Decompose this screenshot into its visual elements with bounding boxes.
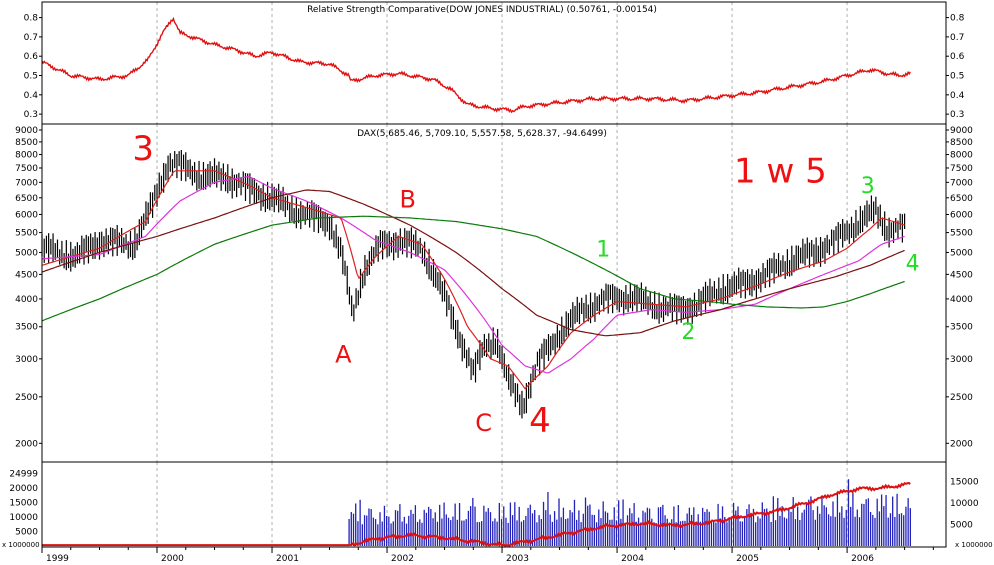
- wave-label: 2: [681, 320, 695, 345]
- rsc-title: Relative Strength Comparative(DOW JONES …: [307, 5, 657, 15]
- rsc-y-tick-right: 0.3: [950, 110, 964, 120]
- dax-y-tick-left: 4500: [15, 270, 38, 280]
- dax-y-tick-right: 6000: [950, 210, 973, 220]
- dax-y-tick-right: 2500: [950, 393, 973, 403]
- volume-y-tick-right: 10000: [950, 499, 979, 509]
- rsc-y-tick-left: 0.6: [24, 52, 39, 62]
- volume-scale-label-left: x 1000000: [2, 541, 40, 549]
- dax-y-tick-left: 3500: [15, 323, 38, 333]
- dax-y-tick-right: 5500: [950, 229, 973, 239]
- dax-y-tick-right: 3000: [950, 355, 973, 365]
- dax-moving-average-3: [41, 189, 905, 337]
- rsc-y-tick-right: 0.4: [950, 91, 965, 101]
- x-tick-label: 2004: [621, 554, 644, 564]
- rsc-y-tick-left: 0.3: [24, 110, 38, 120]
- dax-y-tick-left: 5500: [15, 229, 38, 239]
- dax-y-tick-left: 2500: [15, 393, 38, 403]
- volume-y-tick-left: 15000: [9, 499, 38, 509]
- rsc-y-tick-left: 0.4: [24, 91, 39, 101]
- rsc-y-tick-left: 0.7: [24, 33, 38, 43]
- rsc-y-tick-right: 0.5: [950, 72, 964, 82]
- dax-y-tick-left: 6000: [15, 210, 38, 220]
- wave-label: 3: [132, 129, 154, 169]
- volume-y-tick-right: 5000: [950, 521, 973, 531]
- dax-y-tick-right: 4500: [950, 270, 973, 280]
- wave-label: C: [475, 409, 492, 437]
- x-tick-label: 2000: [161, 554, 184, 564]
- rsc-y-tick-right: 0.6: [950, 52, 965, 62]
- volume-y-tick-right: 15000: [950, 478, 979, 488]
- dax-y-tick-left: 8000: [15, 151, 38, 161]
- panel-frames: [39, 1, 949, 553]
- dax-y-tick-right: 7500: [950, 164, 973, 174]
- dax-title: DAX(5,685.46, 5,709.10, 5,557.58, 5,628.…: [357, 129, 607, 139]
- rsc-y-tick-right: 0.8: [950, 14, 965, 24]
- volume-y-tick-left: 10000: [9, 513, 38, 523]
- volume-scale-label-right: x 1000000: [955, 541, 993, 549]
- x-tick-label: 1999: [46, 554, 69, 564]
- dax-y-tick-right: 7000: [950, 178, 973, 188]
- dax-y-tick-left: 9000: [15, 126, 38, 136]
- dax-y-tick-right: 3500: [950, 323, 973, 333]
- dax-y-tick-left: 2000: [15, 439, 38, 449]
- wave-label: B: [400, 186, 416, 214]
- dax-moving-average-1: [41, 170, 905, 390]
- dax-y-tick-left: 5000: [15, 248, 38, 258]
- dax-moving-average-2: [41, 175, 905, 374]
- volume-average-line: [42, 481, 911, 548]
- wave-label: 1: [596, 238, 610, 263]
- dax-y-tick-right: 8500: [950, 138, 973, 148]
- dax-y-tick-left: 3000: [15, 355, 38, 365]
- dax-y-tick-right: 4000: [950, 295, 973, 305]
- dax-moving-average-4: [41, 215, 905, 322]
- dax-y-tick-right: 5000: [950, 248, 973, 258]
- rsc-y-tick-left: 0.8: [24, 14, 39, 24]
- data-layer: [41, 16, 911, 548]
- volume-y-tick-left: 5000: [15, 528, 38, 538]
- volume-y-tick-left: 24999: [9, 470, 38, 480]
- dax-y-tick-left: 4000: [15, 295, 38, 305]
- rsc-y-tick-right: 0.7: [950, 33, 964, 43]
- rsc-series-line: [41, 16, 911, 114]
- dax-y-tick-right: 9000: [950, 126, 973, 136]
- x-tick-label: 2005: [736, 554, 759, 564]
- tick-labels: 1999 2000 2001 2002 2003 2004 2005 2006 0.8 0.8 0.…: [9, 14, 979, 564]
- volume-y-tick-left: 20000: [9, 484, 38, 494]
- wave-label: 4: [529, 401, 551, 441]
- dax-price-bars: [41, 150, 906, 419]
- x-tick-label: 2006: [851, 554, 874, 564]
- wave-label: A: [335, 340, 352, 368]
- dax-y-tick-left: 7500: [15, 164, 38, 174]
- dax-y-tick-left: 7000: [15, 178, 38, 188]
- x-tick-label: 2003: [506, 554, 529, 564]
- wave-label: 1 w 5: [734, 151, 827, 191]
- x-tick-label: 2002: [391, 554, 414, 564]
- wave-label: 4: [906, 252, 920, 277]
- dax-y-tick-right: 8000: [950, 151, 973, 161]
- dax-y-tick-left: 6500: [15, 194, 38, 204]
- dax-y-tick-right: 6500: [950, 194, 973, 204]
- x-tick-label: 2001: [276, 554, 299, 564]
- rsc-y-tick-left: 0.5: [24, 72, 38, 82]
- dax-y-tick-right: 2000: [950, 439, 973, 449]
- dax-y-tick-left: 8500: [15, 138, 38, 148]
- wave-label: 3: [861, 174, 875, 199]
